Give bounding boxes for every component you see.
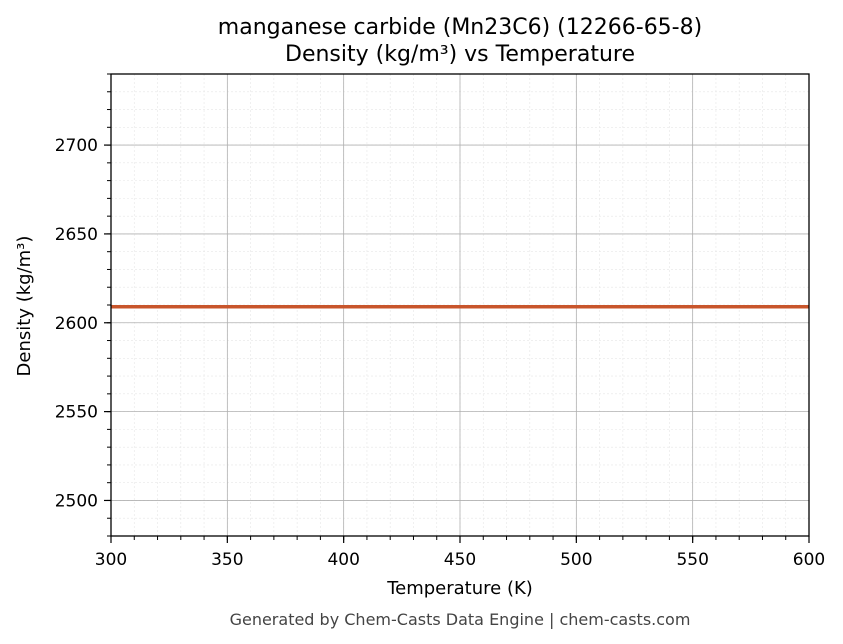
x-tick-label: 550 [676,550,708,570]
y-axis-label: Density (kg/m³) [14,236,35,377]
y-tick-label: 2600 [55,314,98,334]
y-tick-label: 2550 [55,403,98,423]
x-tick-label: 600 [793,550,825,570]
x-tick-label: 400 [327,550,359,570]
x-tick-label: 350 [211,550,243,570]
y-axis-ticks: 2500 2550 2600 2650 2700 [55,73,111,537]
x-tick-label: 450 [444,550,476,570]
footer-credit: Generated by Chem-Casts Data Engine | ch… [230,610,691,629]
chart-title-line2: Density (kg/m³) vs Temperature [285,42,635,67]
x-tick-label: 500 [560,550,592,570]
y-tick-label: 2500 [55,491,98,511]
x-axis-ticks: 300 350 400 450 500 550 600 [95,536,825,570]
x-axis-label: Temperature (K) [386,578,533,599]
plot-area: 300 350 400 450 500 550 600 2500 2550 2600 2650 27… [55,73,825,570]
x-tick-label: 300 [95,550,127,570]
major-grid [110,74,810,536]
chart-title-line1: manganese carbide (Mn23C6) (12266-65-8) [218,15,702,40]
y-tick-label: 2650 [55,225,98,245]
y-tick-label: 2700 [55,136,98,156]
